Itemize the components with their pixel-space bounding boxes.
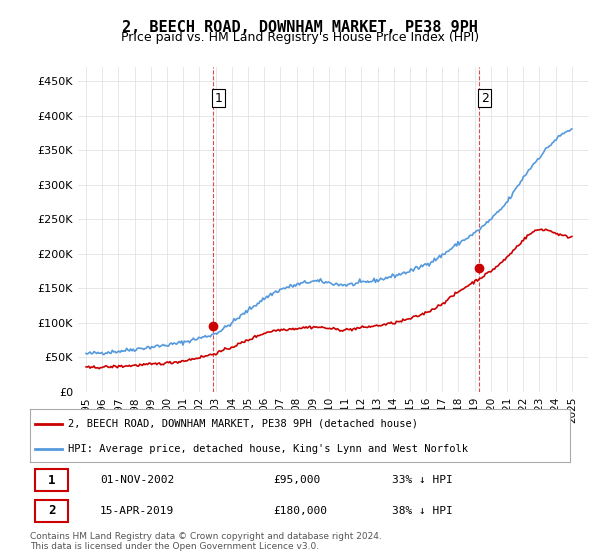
Text: HPI: Average price, detached house, King's Lynn and West Norfolk: HPI: Average price, detached house, King… bbox=[68, 444, 468, 454]
Text: 1: 1 bbox=[214, 92, 223, 105]
Text: 2, BEECH ROAD, DOWNHAM MARKET, PE38 9PH (detached house): 2, BEECH ROAD, DOWNHAM MARKET, PE38 9PH … bbox=[68, 419, 418, 429]
FancyBboxPatch shape bbox=[35, 500, 68, 522]
Text: 2, BEECH ROAD, DOWNHAM MARKET, PE38 9PH: 2, BEECH ROAD, DOWNHAM MARKET, PE38 9PH bbox=[122, 20, 478, 35]
Text: 1: 1 bbox=[48, 474, 55, 487]
Text: 2: 2 bbox=[481, 92, 489, 105]
Text: £95,000: £95,000 bbox=[273, 475, 320, 485]
Text: 33% ↓ HPI: 33% ↓ HPI bbox=[392, 475, 452, 485]
Text: Contains HM Land Registry data © Crown copyright and database right 2024.
This d: Contains HM Land Registry data © Crown c… bbox=[30, 532, 382, 552]
Text: 2: 2 bbox=[48, 505, 55, 517]
Text: 01-NOV-2002: 01-NOV-2002 bbox=[100, 475, 175, 485]
Text: 38% ↓ HPI: 38% ↓ HPI bbox=[392, 506, 452, 516]
FancyBboxPatch shape bbox=[35, 469, 68, 491]
Text: Price paid vs. HM Land Registry's House Price Index (HPI): Price paid vs. HM Land Registry's House … bbox=[121, 31, 479, 44]
Text: 15-APR-2019: 15-APR-2019 bbox=[100, 506, 175, 516]
Text: £180,000: £180,000 bbox=[273, 506, 327, 516]
